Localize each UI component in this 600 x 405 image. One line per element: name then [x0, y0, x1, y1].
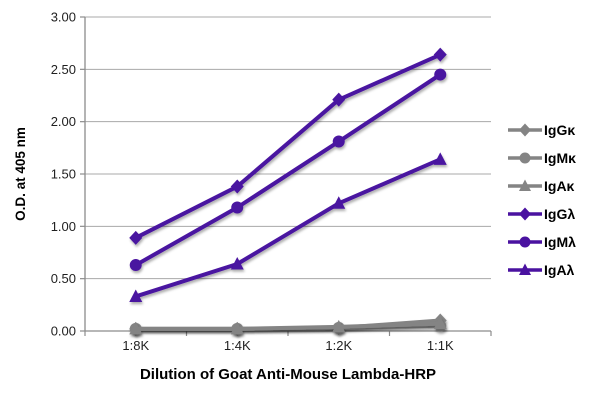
legend-label: IgMκ: [544, 149, 576, 166]
data-point-marker: [332, 319, 346, 333]
data-point-marker: [230, 179, 244, 194]
x-tick-label: 1:2K: [325, 338, 352, 353]
legend-item-5: IgAλ: [507, 259, 576, 280]
y-tick-label: 2.00: [51, 114, 76, 129]
legend-marker-icon: [508, 179, 542, 191]
data-point-marker: [129, 259, 142, 272]
y-tick-label: 0.50: [51, 271, 76, 286]
legend-label: IgAλ: [544, 261, 575, 278]
legend-marker-icon: [508, 207, 542, 220]
y-axis-title: O.D. at 405 nm: [13, 127, 28, 221]
data-point-marker: [332, 196, 346, 209]
series-line: [133, 157, 443, 299]
y-tick-label: 0.00: [51, 324, 76, 339]
legend-item-1: IgMκ: [507, 147, 576, 168]
data-point-marker: [433, 47, 447, 62]
x-tick-label: 1:4K: [224, 338, 251, 353]
data-point-marker: [434, 68, 447, 81]
series-line: [133, 52, 443, 240]
y-tick-label: 3.00: [51, 10, 76, 25]
x-axis-title: Dilution of Goat Anti-Mouse Lambda-HRP: [139, 366, 437, 383]
legend-label: IgMλ: [544, 233, 576, 250]
legend-label: IgGκ: [544, 121, 576, 138]
data-point-marker: [129, 289, 143, 302]
legend-marker-icon: [508, 236, 542, 247]
data-point-marker: [433, 316, 447, 330]
y-tick-label: 2.50: [51, 62, 76, 77]
data-point-marker: [231, 201, 244, 214]
x-tick-label: 1:8K: [122, 338, 149, 353]
legend-label: IgAκ: [544, 177, 575, 194]
data-point-marker: [332, 92, 346, 107]
legend-marker-icon: [508, 152, 542, 163]
series-2: [129, 316, 447, 335]
series-5: [129, 152, 447, 302]
data-point-marker: [129, 230, 143, 245]
data-point-marker: [332, 135, 345, 148]
legend-item-4: IgMλ: [507, 231, 576, 252]
legend-item-3: IgGλ: [507, 203, 576, 224]
legend-item-2: IgAκ: [507, 175, 576, 196]
y-tick-label: 1.50: [51, 167, 76, 182]
legend-marker-icon: [508, 123, 542, 136]
x-tick-label: 1:1K: [427, 338, 454, 353]
series-3: [129, 47, 447, 245]
series-4: [129, 68, 447, 272]
data-point-marker: [230, 321, 244, 335]
legend: IgGκ IgMκ IgAκ IgGλ IgMλ IgAλ: [507, 119, 576, 280]
y-tick-label: 1.00: [51, 219, 76, 234]
legend-marker-icon: [508, 263, 542, 275]
data-point-marker: [230, 257, 244, 270]
legend-label: IgGλ: [544, 205, 576, 222]
legend-item-0: IgGκ: [507, 119, 576, 140]
data-point-marker: [433, 152, 447, 165]
series-line: [133, 321, 443, 331]
series-line: [133, 72, 443, 268]
data-point-marker: [129, 321, 143, 335]
